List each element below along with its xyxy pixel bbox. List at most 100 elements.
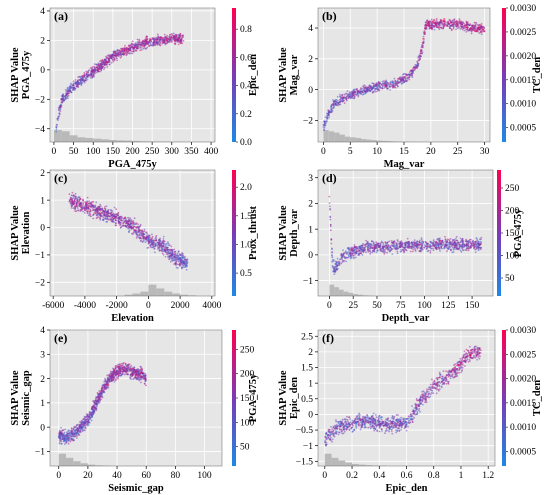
scatter-point: [471, 240, 474, 243]
scatter-point: [393, 240, 396, 243]
scatter-point: [93, 75, 95, 78]
scatter-point: [72, 88, 75, 91]
scatter-point: [107, 55, 110, 57]
scatter-point: [109, 218, 111, 221]
scatter-point: [470, 242, 473, 245]
scatter-point: [354, 93, 357, 96]
scatter-point: [366, 249, 369, 252]
scatter-point: [88, 202, 91, 205]
scatter-point: [106, 213, 108, 216]
scatter-point: [465, 26, 468, 29]
scatter-point: [331, 103, 333, 106]
scatter-point: [376, 247, 378, 250]
scatter-point: [335, 268, 338, 271]
scatter-point: [432, 244, 434, 246]
scatter-point: [115, 208, 118, 211]
scatter-point: [109, 209, 112, 211]
histogram-bar: [334, 287, 339, 296]
scatter-point: [337, 262, 340, 265]
scatter-point: [453, 246, 456, 249]
scatter-point: [159, 37, 162, 39]
scatter-point: [135, 223, 137, 226]
scatter-point: [425, 248, 428, 251]
histogram-bar: [361, 139, 367, 142]
scatter-point: [182, 36, 185, 38]
scatter-point: [169, 249, 172, 252]
feature-histogram: [323, 129, 415, 142]
scatter-point: [339, 98, 342, 101]
scatter-point: [370, 87, 372, 90]
scatter-point: [428, 244, 431, 247]
scatter-point: [400, 248, 402, 251]
scatter-point: [151, 235, 154, 238]
scatter-point: [70, 204, 73, 207]
scatter-point: [353, 91, 355, 94]
scatter-point: [103, 62, 106, 65]
y-tick-label: 0: [40, 224, 45, 234]
histogram-bar: [323, 129, 329, 142]
scatter-point: [173, 38, 176, 41]
scatter-point: [472, 242, 475, 245]
scatter-point: [383, 245, 386, 248]
scatter-point: [58, 115, 60, 117]
scatter-point: [62, 93, 64, 95]
scatter-point: [411, 76, 414, 79]
y-axis-label-line: SHAP Value: [10, 47, 21, 102]
scatter-point: [354, 253, 357, 256]
scatter-point: [119, 53, 122, 56]
scatter-point: [179, 33, 182, 36]
scatter-point: [428, 25, 430, 28]
scatter-point: [388, 240, 391, 243]
scatter-point: [429, 245, 432, 248]
scatter-point: [98, 217, 101, 219]
scatter-point: [86, 78, 89, 81]
scatter-point: [118, 222, 121, 225]
scatter-point: [76, 201, 78, 203]
scatter-point: [362, 250, 365, 253]
scatter-point: [331, 254, 333, 257]
scatter-point: [166, 42, 169, 44]
scatter-point: [397, 85, 399, 88]
scatter-point: [345, 95, 348, 98]
scatter-point: [70, 194, 73, 197]
scatter-point: [428, 21, 430, 23]
scatter-point: [178, 265, 181, 267]
scatter-point: [342, 255, 344, 258]
scatter-point: [410, 247, 413, 250]
scatter-point: [432, 20, 434, 23]
scatter-point: [458, 18, 461, 21]
y-tick-label: 2: [308, 55, 313, 65]
x-tick-label: 100: [417, 301, 432, 311]
scatter-point: [456, 22, 458, 24]
scatter-point: [423, 31, 425, 34]
scatter-point: [93, 211, 96, 214]
scatter-point: [383, 86, 386, 89]
scatter-point: [86, 210, 89, 213]
scatter-point: [362, 93, 364, 96]
scatter-point: [339, 258, 341, 261]
scatter-point: [87, 69, 90, 72]
scatter-point: [161, 41, 164, 44]
x-tick-label: 150: [106, 147, 121, 157]
scatter-point: [452, 25, 455, 27]
scatter-point: [121, 225, 124, 228]
scatter-point: [424, 23, 427, 26]
scatter-point: [330, 111, 333, 113]
scatter-point: [145, 231, 147, 234]
histogram-bar: [69, 135, 78, 142]
scatter-point: [177, 267, 179, 269]
scatter-point: [110, 211, 112, 214]
scatter-point: [162, 238, 165, 240]
scatter-point: [435, 19, 438, 22]
scatter-point: [326, 115, 329, 118]
scatter-point: [138, 38, 141, 41]
scatter-point: [392, 84, 395, 87]
x-tick-label: 400: [204, 147, 219, 157]
scatter-point: [184, 256, 187, 258]
scatter-point: [443, 24, 446, 27]
scatter-point: [361, 246, 363, 248]
scatter-point: [421, 41, 424, 44]
x-tick-label: 30: [480, 147, 490, 157]
scatter-point: [466, 245, 468, 248]
scatter-point: [341, 100, 344, 103]
